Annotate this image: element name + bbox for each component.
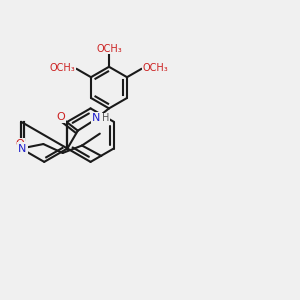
Text: OCH₃: OCH₃ bbox=[142, 63, 168, 73]
Text: OCH₃: OCH₃ bbox=[96, 44, 122, 54]
Text: H: H bbox=[102, 113, 109, 124]
Text: N: N bbox=[18, 143, 27, 154]
Text: OCH₃: OCH₃ bbox=[50, 63, 76, 73]
Text: N: N bbox=[92, 113, 101, 123]
Text: O: O bbox=[56, 112, 65, 122]
Text: O: O bbox=[15, 139, 24, 149]
